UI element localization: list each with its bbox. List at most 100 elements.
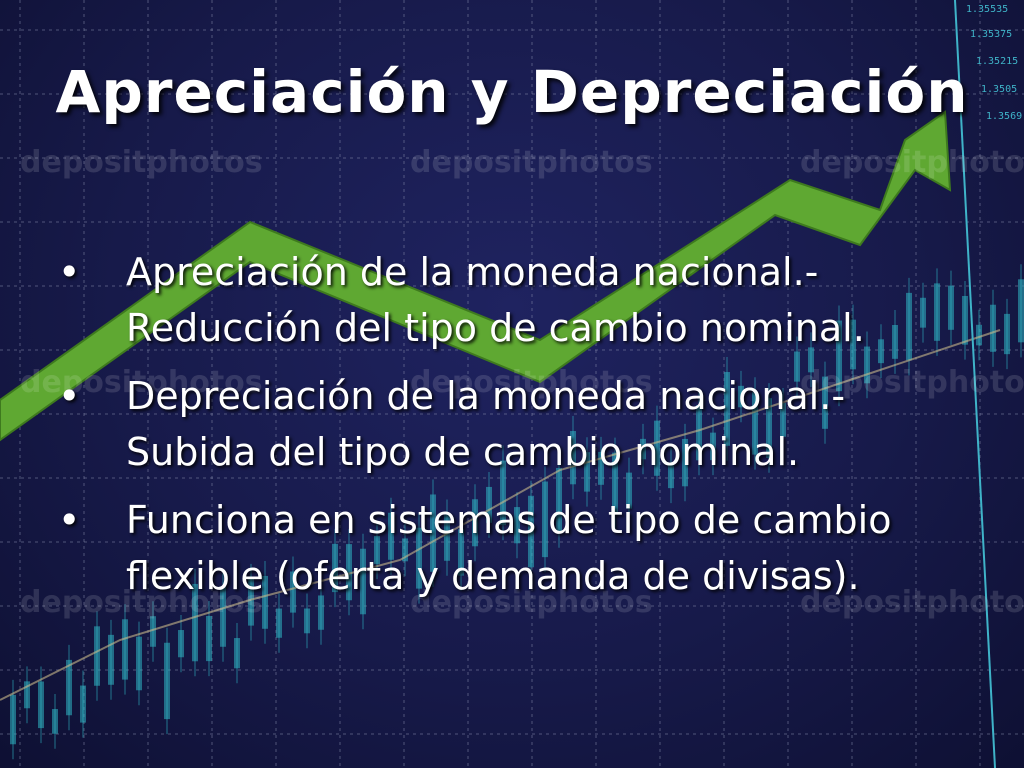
candle: [388, 512, 394, 560]
candle: [94, 626, 100, 686]
candle: [10, 694, 16, 745]
candle: [542, 481, 548, 558]
candle: [234, 638, 240, 669]
svg-text:depositphotos: depositphotos: [20, 365, 263, 400]
green-arrow: [0, 110, 952, 442]
candle: [808, 347, 814, 373]
candle: [920, 297, 926, 328]
svg-text:depositphotos: depositphotos: [410, 145, 653, 180]
candle: [822, 376, 828, 429]
bullet-text: Depreciación de la moneda nacional.- Sub…: [126, 374, 846, 474]
candle: [626, 472, 632, 509]
candle: [584, 452, 590, 492]
svg-text:1.35535: 1.35535: [966, 4, 1008, 15]
candle: [640, 438, 646, 460]
bullet-item: • Funciona en sistemas de tipo de cambio …: [58, 492, 958, 604]
candle: [444, 514, 450, 561]
candle: [892, 324, 898, 359]
svg-text:depositphotos: depositphotos: [800, 365, 1024, 400]
candle: [206, 615, 212, 662]
candle: [276, 608, 282, 638]
svg-text:1.35375: 1.35375: [970, 29, 1012, 40]
candle: [192, 583, 198, 662]
candle: [458, 529, 464, 576]
candle: [528, 495, 534, 568]
candle: [724, 372, 730, 446]
candle: [136, 636, 142, 691]
candle: [780, 403, 786, 437]
candle: [864, 346, 870, 384]
candle: [122, 619, 128, 680]
candle: [766, 398, 772, 458]
candle: [976, 324, 982, 346]
candle: [416, 527, 422, 589]
candle: [38, 681, 44, 729]
candle: [304, 608, 310, 634]
candle: [696, 405, 702, 461]
candle: [374, 535, 380, 565]
svg-text:depositphotos: depositphotos: [800, 585, 1024, 620]
candle: [948, 285, 954, 330]
bullet-list: • Apreciación de la moneda nacional.- Red…: [58, 244, 958, 616]
svg-text:depositphotos: depositphotos: [410, 585, 653, 620]
bullet-text: Funciona en sistemas de tipo de cambio f…: [126, 498, 892, 598]
trend-line: [0, 329, 1001, 701]
candle: [108, 634, 114, 685]
candle: [346, 544, 352, 601]
candle: [962, 295, 968, 345]
candle: [164, 642, 170, 720]
candle: [668, 462, 674, 489]
bullet-item: • Apreciación de la moneda nacional.- Red…: [58, 244, 958, 356]
candle: [836, 320, 842, 392]
bullet-marker: •: [58, 250, 81, 294]
candle: [486, 486, 492, 523]
candle: [990, 304, 996, 352]
svg-text:depositphotos: depositphotos: [20, 585, 263, 620]
candle: [1018, 279, 1024, 343]
svg-text:depositphotos: depositphotos: [410, 365, 653, 400]
bullet-marker: •: [58, 498, 81, 542]
bullet-item: • Depreciación de la moneda nacional.- Su…: [58, 368, 958, 480]
candle: [570, 431, 576, 485]
candle: [150, 616, 156, 647]
svg-text:1.35215: 1.35215: [976, 56, 1018, 67]
candle: [52, 709, 58, 734]
candle: [500, 460, 506, 526]
candle: [850, 319, 856, 370]
candle: [248, 578, 254, 626]
candle: [472, 499, 478, 547]
svg-text:1.3505: 1.3505: [981, 84, 1017, 95]
candle: [514, 507, 520, 544]
slide-title: Apreciación y Depreciación: [55, 58, 969, 126]
candle: [220, 586, 226, 647]
candle: [878, 339, 884, 364]
candle: [682, 438, 688, 487]
candle: [80, 685, 86, 723]
candle: [598, 451, 604, 485]
candle: [178, 630, 184, 658]
candle: [794, 351, 800, 382]
candle: [1004, 313, 1010, 355]
bullet-text: Apreciación de la moneda nacional.- Redu…: [126, 250, 865, 350]
candle: [710, 432, 716, 461]
candle: [556, 467, 562, 533]
candle: [738, 385, 744, 408]
candle: [612, 452, 618, 514]
svg-text:1.3569: 1.3569: [986, 111, 1022, 122]
candle: [332, 543, 338, 593]
price-labels: 1.35535 1.35375 1.35215 1.3505 1.3569: [954, 0, 1022, 768]
svg-text:depositphotos: depositphotos: [800, 145, 1024, 180]
candle: [66, 659, 72, 716]
candle: [430, 494, 436, 572]
candle: [290, 571, 296, 613]
candle: [262, 575, 268, 629]
svg-text:depositphotos: depositphotos: [20, 145, 263, 180]
candle: [752, 392, 758, 455]
candle: [654, 420, 660, 476]
candle: [24, 681, 30, 709]
watermarks: depositphotos depositphotos depositphoto…: [20, 145, 1024, 620]
candle: [402, 538, 408, 562]
candle: [906, 292, 912, 361]
bullet-marker: •: [58, 374, 81, 418]
